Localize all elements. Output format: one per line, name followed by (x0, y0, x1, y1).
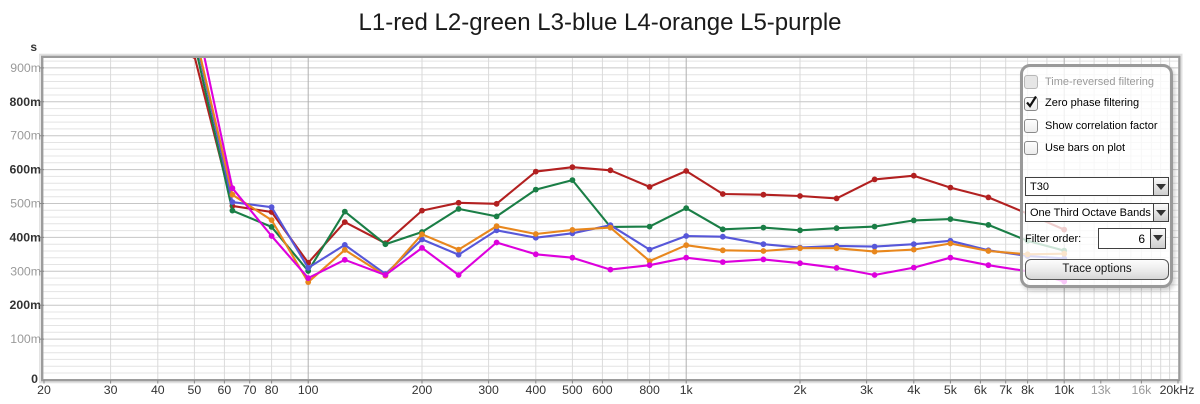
svg-text:200m: 200m (10, 298, 42, 312)
svg-text:s: s (30, 40, 37, 54)
svg-text:3k: 3k (860, 383, 874, 397)
svg-text:20kHz: 20kHz (1160, 383, 1195, 397)
svg-text:70: 70 (243, 383, 257, 397)
svg-text:300: 300 (478, 383, 499, 397)
svg-text:600: 600 (592, 383, 613, 397)
svg-text:10k: 10k (1054, 383, 1075, 397)
svg-text:300m: 300m (10, 264, 41, 278)
svg-text:400: 400 (526, 383, 547, 397)
svg-text:0: 0 (31, 372, 38, 386)
svg-text:5k: 5k (944, 383, 958, 397)
svg-text:20: 20 (37, 383, 51, 397)
svg-text:2k: 2k (794, 383, 808, 397)
svg-text:700m: 700m (10, 129, 41, 143)
svg-text:500: 500 (562, 383, 583, 397)
svg-text:500m: 500m (10, 197, 41, 211)
svg-text:100: 100 (298, 383, 319, 397)
svg-text:800: 800 (639, 383, 660, 397)
svg-text:80: 80 (265, 383, 279, 397)
svg-text:600m: 600m (10, 163, 42, 177)
svg-text:6k: 6k (974, 383, 988, 397)
svg-text:60: 60 (218, 383, 232, 397)
svg-text:900m: 900m (10, 61, 41, 75)
svg-text:4k: 4k (907, 383, 921, 397)
svg-text:40: 40 (151, 383, 165, 397)
svg-text:1k: 1k (680, 383, 694, 397)
svg-text:200: 200 (412, 383, 433, 397)
svg-text:30: 30 (104, 383, 118, 397)
svg-text:16k: 16k (1131, 383, 1152, 397)
svg-text:13k: 13k (1091, 383, 1112, 397)
svg-text:100m: 100m (10, 332, 41, 346)
svg-text:800m: 800m (10, 95, 42, 109)
svg-text:7k: 7k (999, 383, 1013, 397)
svg-text:8k: 8k (1021, 383, 1035, 397)
svg-text:50: 50 (188, 383, 202, 397)
svg-text:400m: 400m (10, 230, 42, 244)
